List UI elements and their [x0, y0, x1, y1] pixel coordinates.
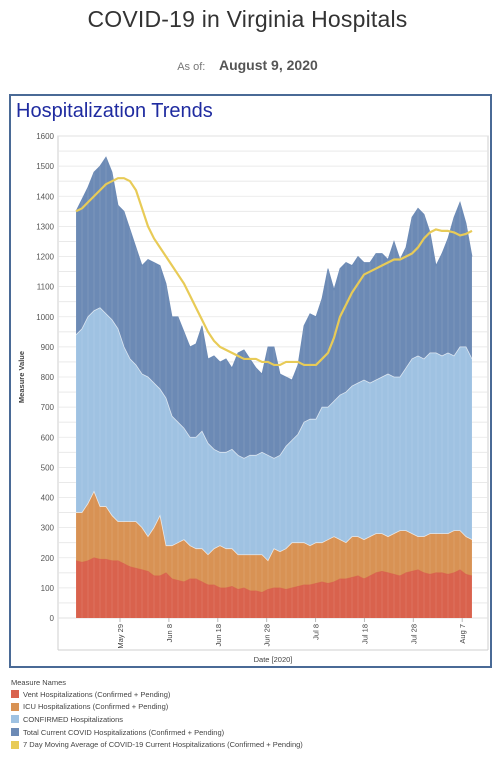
y-tick-label: 300 [41, 524, 55, 533]
legend-label: CONFIRMED Hospitalizations [23, 714, 124, 724]
y-tick-label: 1200 [36, 253, 54, 262]
page-title: COVID-19 in Virginia Hospitals [87, 6, 408, 32]
hospitalization-trends-panel: Hospitalization Trends [9, 94, 492, 668]
x-tick-label: Jul 28 [409, 624, 418, 644]
moving-average-line[interactable] [75, 177, 473, 367]
legend-item[interactable]: ICU Hospitalizations (Confirmed + Pendin… [11, 701, 303, 714]
series-edge-1 [75, 307, 473, 459]
y-tick-label: 700 [41, 403, 55, 412]
y-tick-label: 200 [41, 554, 55, 563]
legend-item[interactable]: CONFIRMED Hospitalizations [11, 713, 303, 726]
x-tick-label: Jul 18 [360, 624, 369, 644]
legend-item[interactable]: Total Current COVID Hospitalizations (Co… [11, 726, 303, 739]
x-tick-label: Jun 28 [263, 624, 272, 647]
series-edge-2 [76, 490, 473, 562]
x-tick-label: Aug 7 [458, 624, 467, 644]
as-of-date: August 9, 2020 [218, 57, 318, 73]
y-tick-label: 100 [41, 584, 55, 593]
x-tick-label: Jun 8 [165, 624, 174, 642]
legend: Measure Names Vent Hospitalizations (Con… [11, 678, 303, 751]
y-tick-label: 1600 [36, 132, 54, 141]
legend-swatch [11, 690, 19, 699]
as-of-line: As of: August 9, 2020 [0, 57, 495, 73]
legend-label: Vent Hospitalizations (Confirmed + Pendi… [23, 689, 171, 699]
legend-label: ICU Hospitalizations (Confirmed + Pendin… [23, 702, 169, 712]
y-tick-label: 600 [41, 433, 55, 442]
x-tick-label: Jul 8 [312, 624, 321, 640]
y-tick-label: 1500 [36, 162, 54, 171]
x-axis-label: Date [2020] [254, 655, 293, 664]
y-tick-label: 1100 [37, 283, 55, 292]
legend-label: 7 Day Moving Average of COVID-19 Current… [23, 740, 303, 750]
y-tick-label: 1400 [36, 192, 54, 201]
as-of-label: As of: [177, 61, 206, 73]
legend-swatch [11, 728, 19, 737]
legend-title: Measure Names [11, 678, 67, 687]
y-axis-label: Measure Value [17, 351, 26, 403]
legend-swatch [11, 702, 19, 711]
y-tick-label: 900 [41, 343, 55, 352]
y-tick-label: 500 [41, 463, 55, 472]
y-tick-label: 1000 [36, 313, 54, 322]
legend-label: Total Current COVID Hospitalizations (Co… [23, 727, 225, 737]
legend-swatch [11, 740, 19, 749]
series-edge-0 [75, 156, 473, 381]
y-tick-label: 1300 [36, 222, 54, 231]
area-series-3[interactable] [76, 557, 472, 618]
legend-item[interactable]: Vent Hospitalizations (Confirmed + Pendi… [11, 688, 303, 701]
legend-swatch [11, 715, 19, 724]
y-tick-label: 800 [41, 373, 55, 382]
series-edge-3 [75, 557, 473, 593]
y-tick-label: 400 [41, 494, 55, 503]
x-tick-label: Jun 18 [214, 624, 223, 647]
legend-item[interactable]: 7 Day Moving Average of COVID-19 Current… [11, 738, 303, 751]
x-tick-label: May 29 [116, 624, 125, 649]
y-tick-label: 0 [50, 614, 55, 623]
panel-title: Hospitalization Trends [16, 100, 213, 122]
